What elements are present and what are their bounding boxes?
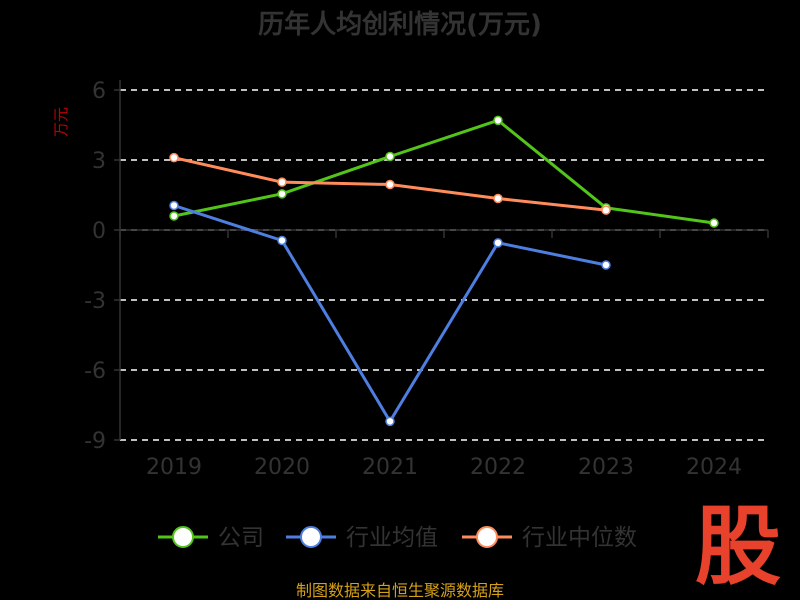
data-point <box>385 151 395 162</box>
legend-marker <box>172 526 194 548</box>
axes <box>114 80 769 441</box>
y-tick-label: 0 <box>92 219 106 244</box>
series-lines <box>169 115 719 427</box>
x-tick-labels: 2019 2020 2021 2022 2023 2024 <box>146 455 742 480</box>
legend-marker <box>300 526 322 548</box>
y-tick-label: -3 <box>84 289 106 314</box>
x-tick-label: 2024 <box>686 455 742 480</box>
data-point <box>493 238 503 248</box>
logo-glyph: 股 <box>695 497 781 597</box>
data-point <box>385 179 395 190</box>
legend-label: 公司 <box>218 525 264 551</box>
data-point <box>169 200 179 211</box>
x-tick-label: 2022 <box>470 455 526 480</box>
chart-title: 历年人均创利情况(万元) <box>258 9 542 40</box>
data-point <box>493 115 503 126</box>
x-tick-label: 2020 <box>254 455 310 480</box>
legend[interactable]: 公司 行业均值 行业中位数 <box>158 525 637 551</box>
data-point <box>277 177 287 187</box>
data-point <box>385 416 395 427</box>
x-tick-label: 2019 <box>146 455 202 480</box>
legend-item[interactable]: 行业中位数 <box>462 525 637 551</box>
x-tick-label: 2021 <box>362 455 418 480</box>
source-note: 制图数据来自恒生聚源数据库 <box>296 581 504 600</box>
data-point <box>169 152 179 163</box>
legend-label: 行业中位数 <box>522 525 637 551</box>
x-tick-label: 2023 <box>578 455 634 480</box>
data-point <box>277 235 287 246</box>
legend-item[interactable]: 公司 <box>158 525 264 551</box>
y-tick-label: 6 <box>92 79 106 104</box>
data-point <box>601 205 611 215</box>
data-point <box>169 211 179 221</box>
data-point <box>709 218 719 228</box>
data-point <box>277 189 287 199</box>
data-point <box>601 260 611 270</box>
y-tick-label: -6 <box>84 359 106 384</box>
legend-item[interactable]: 行业均值 <box>286 525 438 551</box>
y-tick-labels: 6 3 0 -3 -6 -9 <box>84 79 106 454</box>
series-line-1 <box>173 204 607 423</box>
y-axis-label: 万元 <box>52 107 70 137</box>
data-point <box>493 193 503 204</box>
y-tick-label: -9 <box>84 429 106 454</box>
grid <box>120 89 768 441</box>
y-tick-label: 3 <box>92 149 106 174</box>
legend-label: 行业均值 <box>346 525 438 551</box>
series-line-0 <box>173 118 715 225</box>
legend-marker <box>476 526 498 548</box>
